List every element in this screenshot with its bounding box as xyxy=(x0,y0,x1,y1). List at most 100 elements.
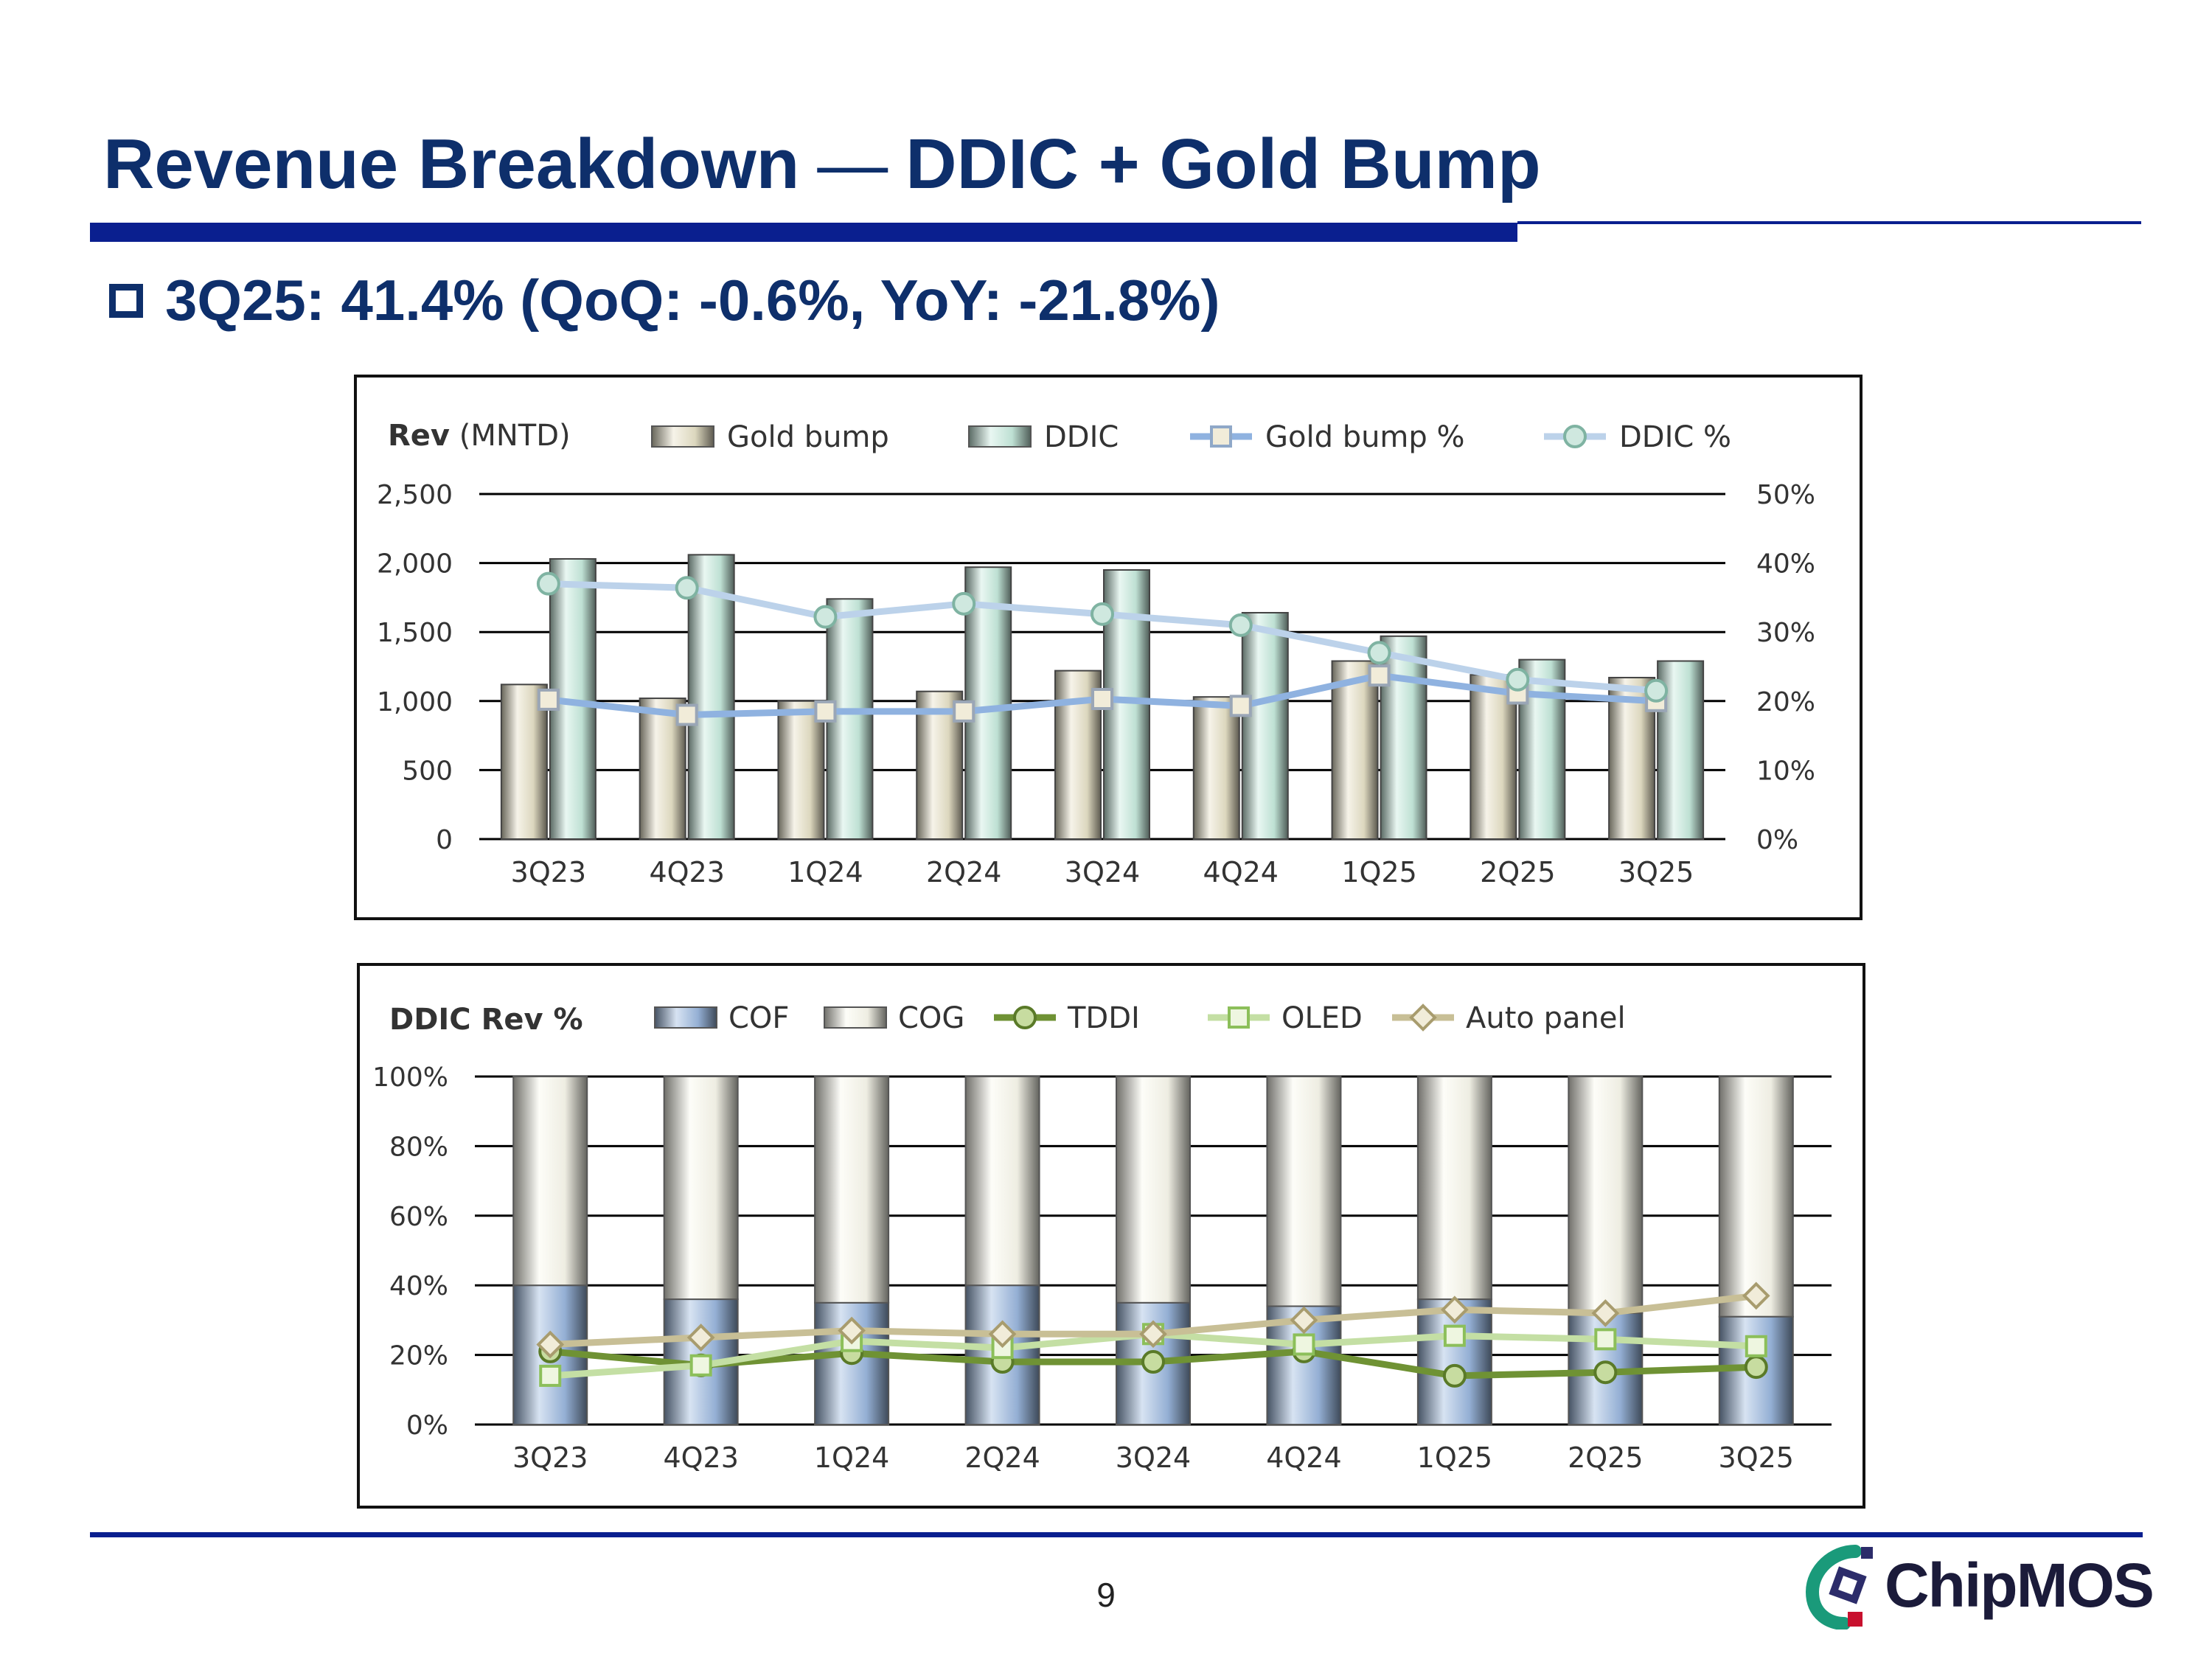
bar xyxy=(687,554,735,840)
slide-title: Revenue Breakdown — DDIC + Gold Bump xyxy=(103,124,1541,205)
data-point xyxy=(1091,687,1113,710)
x-tick-label: 1Q25 xyxy=(1341,856,1416,888)
bar-segment xyxy=(1116,1076,1191,1304)
data-point xyxy=(838,1316,866,1345)
x-tick-label: 3Q24 xyxy=(1116,1441,1191,1474)
x-tick-label: 4Q24 xyxy=(1203,856,1279,888)
data-point xyxy=(1593,1360,1618,1385)
y-left-tick-label: 500 xyxy=(402,756,453,786)
data-point xyxy=(537,688,560,711)
x-tick-label: 3Q25 xyxy=(1719,1441,1794,1474)
x-tick-label: 4Q24 xyxy=(1266,1441,1341,1474)
y-left-tick-label: 2,500 xyxy=(377,480,453,510)
data-point xyxy=(1368,664,1391,687)
chart-title-unit: (MNTD) xyxy=(450,419,571,453)
y-left-tick-label: 0 xyxy=(436,825,453,855)
x-tick-label: 3Q23 xyxy=(512,1441,588,1474)
legend-label: DDIC xyxy=(1044,420,1119,454)
bar-segment xyxy=(1718,1076,1794,1318)
data-point xyxy=(1290,1306,1318,1335)
summary-bullet: 3Q25: 41.4% (QoQ: -0.6%, YoY: -21.8%) xyxy=(109,267,1220,334)
legend-label: DDIC % xyxy=(1619,420,1731,454)
y-tick-label: 40% xyxy=(389,1271,448,1301)
data-point xyxy=(1367,641,1391,665)
data-point xyxy=(953,700,975,723)
bar-segment xyxy=(1568,1076,1644,1314)
square-bullet-icon xyxy=(109,283,143,318)
y-left-tick-label: 2,000 xyxy=(377,549,453,580)
data-point xyxy=(675,576,699,600)
data-point xyxy=(1139,1320,1167,1349)
y-right-tick-label: 10% xyxy=(1756,756,1815,786)
data-point xyxy=(1293,1333,1315,1356)
bar xyxy=(1331,660,1379,840)
data-point xyxy=(1506,667,1530,692)
y-left-tick-label: 1,000 xyxy=(377,687,453,717)
data-point xyxy=(1229,695,1252,717)
bar-segment xyxy=(964,1076,1040,1287)
y-right-tick-label: 50% xyxy=(1756,480,1815,510)
chart-title-bold: Rev xyxy=(388,419,450,453)
data-point xyxy=(536,571,560,596)
y-tick-label: 60% xyxy=(389,1202,448,1232)
title-separator: — xyxy=(817,125,888,204)
x-tick-label: 1Q24 xyxy=(814,1441,889,1474)
y-tick-label: 80% xyxy=(389,1132,448,1162)
bar-segment xyxy=(1416,1076,1492,1301)
data-point xyxy=(1591,1299,1620,1327)
chart-title: Rev (MNTD) xyxy=(388,419,571,453)
x-tick-label: 3Q24 xyxy=(1065,856,1140,888)
data-point xyxy=(988,1320,1017,1349)
bar xyxy=(1470,674,1517,840)
data-point xyxy=(1141,1350,1165,1374)
x-tick-label: 3Q25 xyxy=(1618,856,1694,888)
data-point xyxy=(1228,613,1253,637)
logo-text: ChipMOS xyxy=(1885,1551,2154,1620)
x-tick-label: 1Q25 xyxy=(1417,1441,1492,1474)
ddic-mix-chart-svg: DDIC Rev % COF COG TDDI OLED Auto panel 0% 20% 4… xyxy=(372,1001,1832,1474)
legend-label: Gold bump xyxy=(727,420,889,454)
legend-label: COF xyxy=(728,1001,789,1035)
title-rule-thick xyxy=(90,223,1517,242)
page-number: 9 xyxy=(1096,1576,1116,1614)
title-rule-thin xyxy=(1517,221,2141,224)
chart-title: DDIC Rev % xyxy=(389,1003,583,1037)
x-tick-label: 2Q25 xyxy=(1480,856,1555,888)
data-point xyxy=(1091,602,1114,626)
legend-marker xyxy=(1563,425,1587,448)
bar-segment xyxy=(663,1076,739,1301)
legend-swatch xyxy=(651,425,714,448)
x-tick-label: 2Q25 xyxy=(1568,1441,1643,1474)
footer-rule xyxy=(90,1532,2143,1537)
legend-label: Gold bump % xyxy=(1265,420,1465,454)
y-left-tick-label: 1,500 xyxy=(377,618,453,648)
data-point xyxy=(1742,1281,1770,1310)
chipmos-logo: ChipMOS xyxy=(1804,1544,2154,1630)
x-tick-label: 4Q23 xyxy=(649,856,724,888)
legend-swatch xyxy=(968,425,1032,448)
legend-marker xyxy=(1210,425,1232,448)
data-point xyxy=(1745,1335,1767,1357)
data-point xyxy=(1442,1363,1467,1388)
data-point xyxy=(1441,1295,1469,1324)
legend-label: OLED xyxy=(1281,1001,1363,1035)
y-right-tick-label: 30% xyxy=(1756,618,1815,648)
legend-label: Auto panel xyxy=(1466,1001,1626,1035)
bar xyxy=(1192,696,1240,840)
legend-marker xyxy=(1409,1004,1437,1032)
legend-label: TDDI xyxy=(1067,1001,1140,1035)
data-point xyxy=(686,1324,715,1352)
y-right-tick-label: 40% xyxy=(1756,549,1815,580)
summary-text: 3Q25: 41.4% (QoQ: -0.6%, YoY: -21.8%) xyxy=(165,268,1220,333)
legend-swatch xyxy=(654,1006,717,1029)
title-left: Revenue Breakdown xyxy=(103,125,800,204)
bar-segment xyxy=(1266,1076,1342,1307)
data-point xyxy=(814,700,837,723)
x-tick-label: 3Q23 xyxy=(511,856,586,888)
y-tick-label: 0% xyxy=(406,1411,448,1441)
data-point xyxy=(1443,1324,1466,1347)
data-point xyxy=(1594,1328,1617,1351)
legend-marker xyxy=(1228,1006,1250,1029)
y-tick-label: 20% xyxy=(389,1341,448,1371)
bar xyxy=(1241,611,1289,840)
